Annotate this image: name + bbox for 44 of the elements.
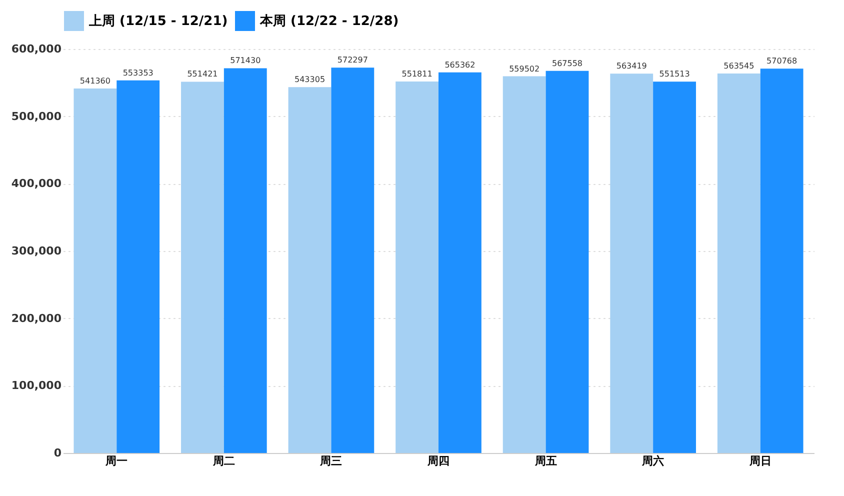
- x-tick-label: 周五: [534, 454, 557, 468]
- bar: [224, 68, 267, 453]
- data-label: 553353: [122, 68, 154, 78]
- bar: [74, 88, 117, 453]
- data-label: 551513: [659, 70, 690, 79]
- x-tick-label: 周二: [212, 454, 235, 468]
- data-label: 563545: [724, 62, 754, 71]
- x-tick-label: 周六: [641, 454, 664, 468]
- y-tick-label: 200,000: [11, 312, 62, 325]
- bar: [502, 76, 546, 453]
- bar: [717, 74, 760, 453]
- x-tick-label: 周三: [319, 454, 342, 468]
- legend-label: 本周 (12/22 - 12/28): [259, 14, 399, 29]
- bar: [760, 68, 804, 453]
- y-tick-label: 400,000: [11, 177, 62, 190]
- y-tick-label: 500,000: [11, 110, 62, 123]
- data-label: 567558: [552, 58, 583, 68]
- x-tick-label: 周日: [748, 454, 772, 468]
- legend-label: 上周 (12/15 - 12/21): [88, 14, 228, 29]
- y-tick-label: 600,000: [11, 42, 62, 56]
- bar: [546, 70, 589, 453]
- y-tick-label: 300,000: [11, 244, 62, 258]
- bar: [396, 81, 438, 453]
- data-label: 559502: [509, 64, 540, 74]
- data-label: 563419: [616, 62, 647, 71]
- x-tick-label: 周四: [426, 454, 450, 468]
- data-label: 570768: [766, 56, 798, 66]
- data-label: 541360: [80, 76, 110, 86]
- data-label: 572297: [337, 56, 368, 65]
- bar: [181, 82, 224, 453]
- bar: [610, 74, 654, 453]
- data-label: 565362: [444, 60, 476, 70]
- y-tick-label: 0: [54, 446, 62, 460]
- bar: [438, 72, 482, 453]
- bar: [331, 68, 374, 453]
- data-label: 543305: [294, 75, 326, 84]
- x-tick-label: 周一: [104, 454, 128, 468]
- bar: [116, 80, 160, 453]
- data-label: 571430: [230, 56, 261, 66]
- bar: [653, 82, 696, 453]
- bar: [288, 87, 332, 453]
- data-label: 551811: [402, 69, 432, 78]
- data-label: 551421: [187, 70, 218, 79]
- y-tick-label: 100,000: [11, 379, 62, 392]
